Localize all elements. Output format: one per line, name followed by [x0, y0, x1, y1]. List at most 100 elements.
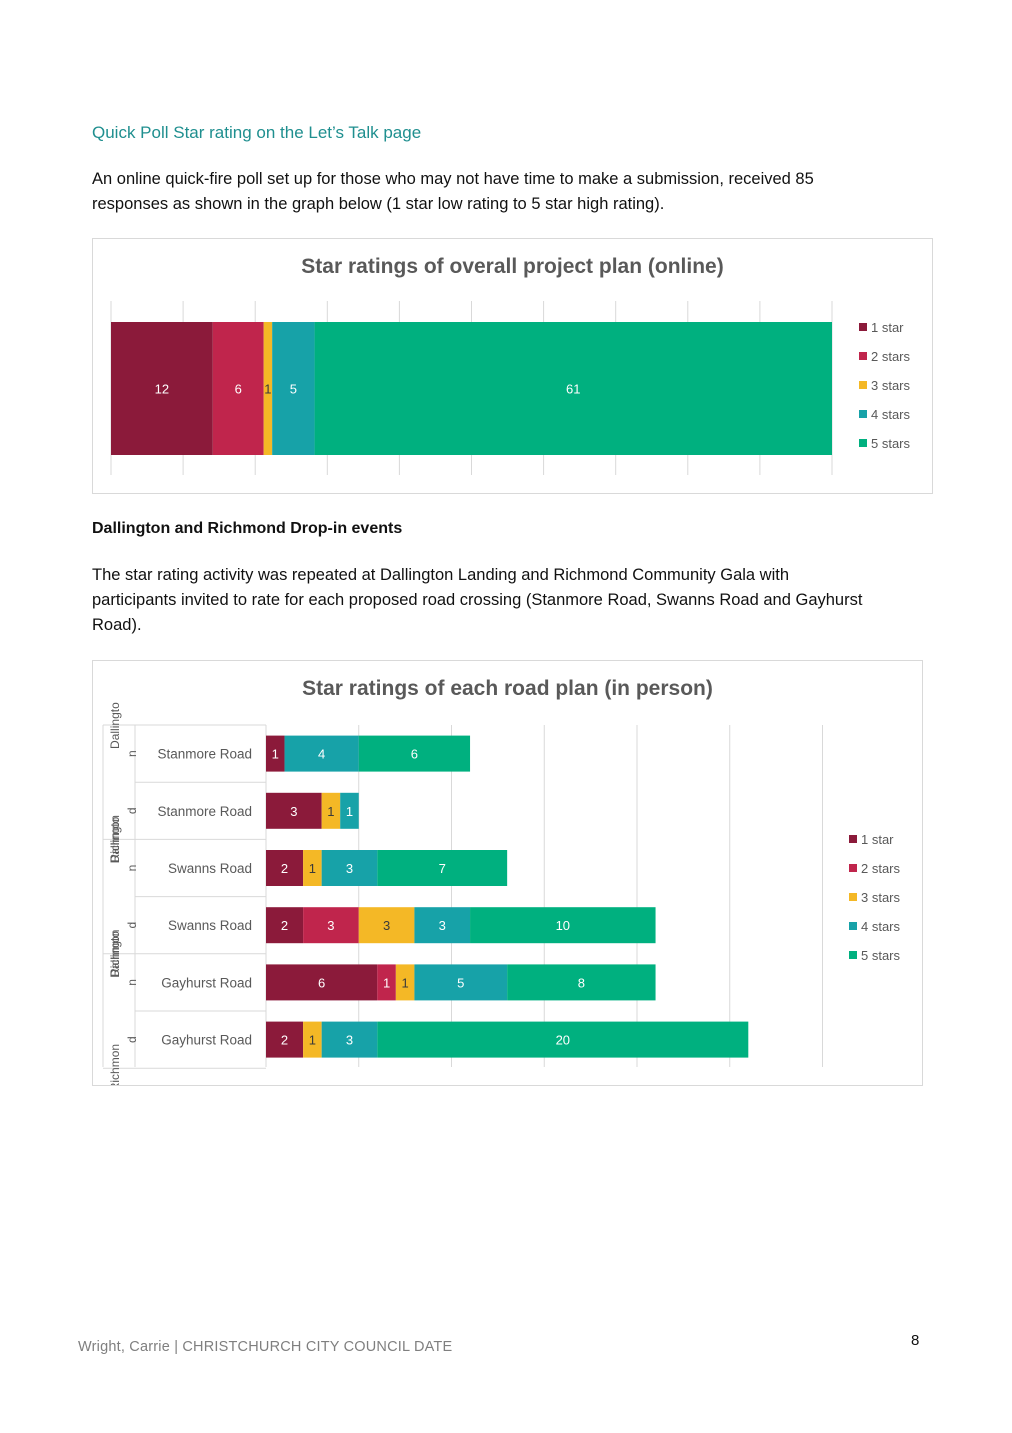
chart2-bar-segment [358, 735, 471, 772]
chart1-legend-swatch [859, 352, 867, 360]
chart1-legend-label: 1 star [871, 320, 904, 335]
chart2-category-label: Gayhurst Road [161, 975, 252, 990]
chart2-legend-label: 5 stars [861, 948, 901, 963]
chart1-title: Star ratings of overall project plan (on… [301, 255, 724, 278]
dropin-line-2: participants invited to rate for each pr… [92, 591, 863, 609]
chart1-data-label: 61 [566, 382, 580, 397]
chart1-data-label: 6 [235, 382, 242, 397]
chart2-data-label: 1 [402, 975, 409, 990]
chart1-data-label: 12 [155, 382, 169, 397]
chart2-bar-segment [303, 1021, 322, 1058]
chart1-legend-swatch [859, 381, 867, 389]
chart2-legend-swatch [849, 835, 857, 843]
chart2-bar-segment [303, 907, 359, 944]
chart1-legend-label: 4 stars [871, 407, 911, 422]
chart2-group-label: Dallingto [108, 702, 122, 749]
chart2-group-label-suffix: n [125, 979, 139, 986]
page-number: 8 [911, 1332, 920, 1349]
chart2-bar-segment [414, 964, 508, 1001]
chart1-bar-segment [111, 322, 213, 455]
dropin-line-1: The star rating activity was repeated at… [92, 566, 790, 584]
chart2-bar-segment [414, 907, 471, 944]
chart2-legend-swatch [849, 951, 857, 959]
chart1-bar-segment [272, 322, 315, 455]
chart2-group-label: Dallingto [108, 816, 122, 863]
chart2-bar-segment [266, 792, 322, 829]
chart2-data-label: 20 [556, 1033, 570, 1048]
chart2-legend-label: 4 stars [861, 919, 901, 934]
chart1-bar-segment [314, 322, 832, 455]
chart2-bar-segment [377, 964, 396, 1001]
intro-line-1: An online quick-fire poll set up for tho… [92, 170, 814, 188]
chart2-category-label: Stanmore Road [157, 804, 252, 819]
chart1-legend-label: 5 stars [871, 436, 911, 451]
chart2-data-label: 1 [327, 804, 334, 819]
chart2-bar-segment [284, 735, 359, 772]
chart2-data-label: 2 [281, 1033, 288, 1048]
chart2-data-label: 8 [578, 975, 585, 990]
chart2-bar-segment [358, 907, 415, 944]
chart2-data-label: 1 [272, 747, 279, 762]
chart2-group-label-suffix: n [125, 750, 139, 757]
chart2-title: Star ratings of each road plan (in perso… [302, 677, 713, 700]
chart2-data-label: 3 [327, 918, 334, 933]
section-heading: Quick Poll Star rating on the Let’s Talk… [92, 123, 422, 142]
chart2-bar-segment [470, 907, 656, 944]
chart2-data-label: 7 [439, 861, 446, 876]
dropin-line-3: Road). [92, 616, 142, 634]
chart2-group-label: Dallingto [108, 931, 122, 978]
chart2-bar-segment [340, 792, 359, 829]
chart2-bar-segment [266, 850, 304, 886]
chart2-bar-segment [377, 850, 508, 886]
chart2-legend-swatch [849, 864, 857, 872]
chart1-bar-segment [263, 322, 273, 455]
chart2-bar-segment [507, 964, 656, 1001]
chart1-legend-swatch [859, 410, 867, 418]
chart2-bar-segment [321, 1021, 378, 1058]
chart2-group-label: Richmon [108, 1044, 122, 1085]
chart2-legend-label: 1 star [861, 832, 894, 847]
chart2-data-label: 5 [457, 975, 464, 990]
chart2-data-label: 1 [309, 1033, 316, 1048]
chart2-legend-swatch [849, 893, 857, 901]
chart1-legend-swatch [859, 439, 867, 447]
chart2-data-label: 6 [318, 975, 325, 990]
chart2-plot: DallingtonRichmondDallingtonRichmondDall… [102, 702, 901, 1085]
chart2-data-label: 3 [346, 861, 353, 876]
footer-text: Wright, Carrie | CHRISTCHURCH CITY COUNC… [78, 1339, 453, 1355]
chart2-legend-swatch [849, 922, 857, 930]
online-rating-chart: Star ratings of overall project plan (on… [92, 238, 933, 494]
chart2-data-label: 1 [383, 975, 390, 990]
intro-line-2: responses as shown in the graph below (1… [92, 195, 665, 213]
chart2-data-label: 1 [346, 804, 353, 819]
chart2-data-label: 1 [309, 861, 316, 876]
chart2-data-label: 3 [346, 1033, 353, 1048]
inperson-rating-chart: Star ratings of each road plan (in perso… [92, 660, 923, 1086]
chart2-group-label-suffix: n [125, 865, 139, 872]
chart2-category-label: Swanns Road [168, 861, 252, 876]
chart2-data-label: 3 [383, 918, 390, 933]
chart2-data-label: 2 [281, 918, 288, 933]
chart2-data-label: 10 [556, 918, 570, 933]
chart2-category-label: Swanns Road [168, 918, 252, 933]
chart2-data-label: 3 [290, 804, 297, 819]
chart2-group-label: Richmon [108, 815, 122, 862]
chart2-data-label: 4 [318, 747, 325, 762]
chart2-category-label: Gayhurst Road [161, 1033, 252, 1048]
chart1-legend-label: 3 stars [871, 378, 911, 393]
chart1-legend-swatch [859, 323, 867, 331]
chart2-data-label: 6 [411, 747, 418, 762]
chart1-bar-segment [212, 322, 264, 455]
chart2-bar-segment [303, 850, 322, 886]
chart1-data-label: 1 [264, 382, 271, 397]
chart2-legend-label: 3 stars [861, 890, 901, 905]
dropin-paragraph: The star rating activity was repeated at… [92, 563, 862, 638]
chart2-legend-label: 2 stars [861, 861, 901, 876]
chart2-bar-segment [321, 850, 378, 886]
chart2-data-label: 3 [439, 918, 446, 933]
chart2-category-label: Stanmore Road [157, 747, 252, 762]
chart2-data-label: 2 [281, 861, 288, 876]
chart2-group-label-suffix: d [125, 1036, 139, 1043]
chart2-bar-segment [266, 907, 304, 944]
chart2-bar-segment [266, 964, 378, 1001]
